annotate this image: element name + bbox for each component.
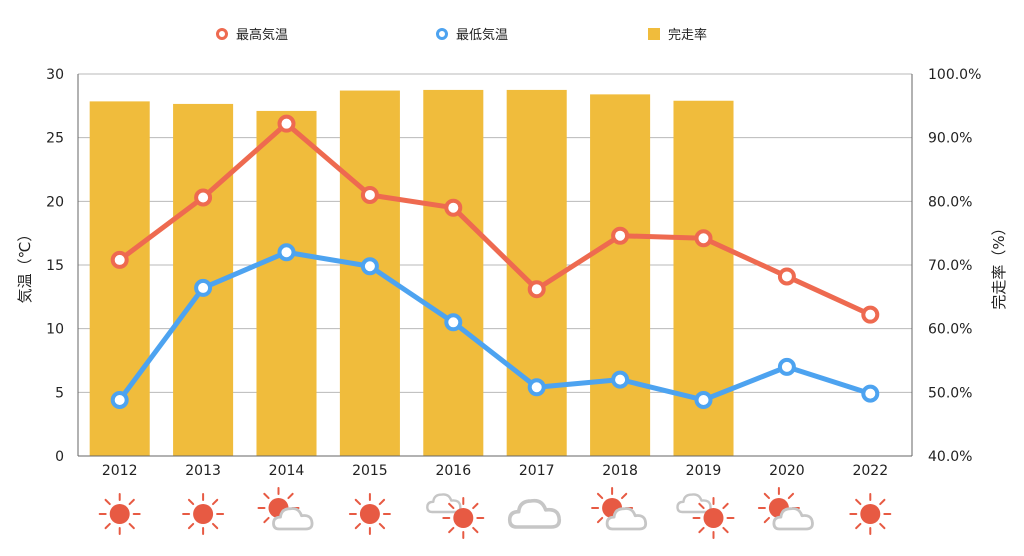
data-point xyxy=(110,250,129,269)
legend-marker xyxy=(216,28,228,40)
sun-shape xyxy=(692,497,735,539)
right-tick-label: 90.0% xyxy=(928,131,972,147)
x-tick-label: 2019 xyxy=(686,463,722,479)
weather-icons xyxy=(98,487,892,539)
left-tick-labels: 0 5 10 15 20 25 30 xyxy=(46,67,64,465)
data-point xyxy=(694,390,713,409)
data-point xyxy=(527,280,546,299)
right-tick-labels: 40.0% 50.0% 60.0% 70.0% 80.0% 90.0% 100.0% xyxy=(928,67,981,465)
bar-finish-rate xyxy=(590,94,651,456)
right-tick-label: 50.0% xyxy=(928,385,972,401)
bar-finish-rate xyxy=(423,89,484,457)
left-tick-label: 15 xyxy=(46,258,64,274)
sun-cloud-icon xyxy=(591,487,648,531)
x-tick-label: 2017 xyxy=(519,463,555,479)
sun-icon xyxy=(182,493,225,535)
x-tick-label: 2012 xyxy=(102,463,138,479)
legend-marker xyxy=(436,28,448,40)
series-line xyxy=(117,249,873,403)
x-tick-label: 2014 xyxy=(269,463,305,479)
left-tick-label: 10 xyxy=(46,322,64,338)
data-point xyxy=(861,305,880,324)
left-tick-label: 25 xyxy=(46,131,64,147)
legend-label: 最低気温 xyxy=(456,27,508,43)
x-tick-label: 2016 xyxy=(435,463,471,479)
sun-shape xyxy=(182,493,225,535)
data-point xyxy=(444,198,463,217)
x-tick-labels: 2012 2013 2014 2015 2016 2017 2018 2019 2020 2022 xyxy=(102,463,888,479)
right-tick-label: 80.0% xyxy=(928,194,972,210)
data-point xyxy=(277,243,296,262)
sun-shape xyxy=(348,493,391,535)
cloud-shape xyxy=(272,507,314,531)
cloud-shape xyxy=(426,493,462,514)
data-point xyxy=(444,313,463,332)
bar-finish-rate xyxy=(256,110,317,456)
sun-cloud-icon xyxy=(257,487,314,531)
sun-shape xyxy=(442,497,485,539)
legend-item: 完走率 xyxy=(648,27,707,43)
cloud-shape xyxy=(507,498,562,529)
cloud-sun-icon xyxy=(426,493,485,539)
data-point xyxy=(694,229,713,248)
line-series-max-temp xyxy=(110,114,880,324)
x-tick-label: 2018 xyxy=(602,463,638,479)
sun-icon xyxy=(849,493,892,535)
left-tick-label: 5 xyxy=(55,385,64,401)
legend-label: 最高気温 xyxy=(236,27,288,43)
data-point xyxy=(611,226,630,245)
series-line xyxy=(117,121,873,318)
x-tick-label: 2015 xyxy=(352,463,388,479)
sun-cloud-icon xyxy=(757,487,814,531)
bars-finish-rate xyxy=(89,89,734,457)
data-point xyxy=(277,114,296,133)
cloud-icon xyxy=(507,498,562,529)
left-tick-label: 0 xyxy=(55,449,64,465)
data-point xyxy=(360,185,379,204)
cloud-shape xyxy=(772,507,814,531)
legend-item: 最低気温 xyxy=(436,27,508,43)
right-tick-label: 60.0% xyxy=(928,322,972,338)
legend-label: 完走率 xyxy=(668,27,707,43)
legend-marker xyxy=(648,28,660,40)
legend-item: 最高気温 xyxy=(216,27,288,43)
right-tick-label: 40.0% xyxy=(928,449,972,465)
data-point xyxy=(611,370,630,389)
data-point xyxy=(527,378,546,397)
cloud-shape xyxy=(676,493,712,514)
right-tick-label: 70.0% xyxy=(928,258,972,274)
x-tick-label: 2022 xyxy=(852,463,888,479)
data-point xyxy=(194,188,213,207)
x-tick-label: 2013 xyxy=(185,463,221,479)
left-tick-label: 30 xyxy=(46,67,64,83)
data-point xyxy=(777,357,796,376)
sun-icon xyxy=(348,493,391,535)
left-tick-label: 20 xyxy=(46,194,64,210)
sun-shape xyxy=(98,493,141,535)
y-left-axis-title: 気温（℃） xyxy=(16,227,34,304)
sun-icon xyxy=(98,493,141,535)
data-point xyxy=(110,390,129,409)
data-point xyxy=(360,257,379,276)
x-tick-label: 2020 xyxy=(769,463,805,479)
right-tick-label: 100.0% xyxy=(928,67,981,83)
cloud-shape xyxy=(605,507,648,531)
sun-shape xyxy=(849,493,892,535)
legend: 最高気温 最低気温 完走率 xyxy=(216,27,707,43)
data-point xyxy=(194,278,213,297)
y-right-axis-title: 完走率（%） xyxy=(990,220,1008,309)
cloud-sun-icon xyxy=(676,493,735,539)
data-point xyxy=(861,384,880,403)
line-series-min-temp xyxy=(110,243,880,409)
data-point xyxy=(777,267,796,286)
